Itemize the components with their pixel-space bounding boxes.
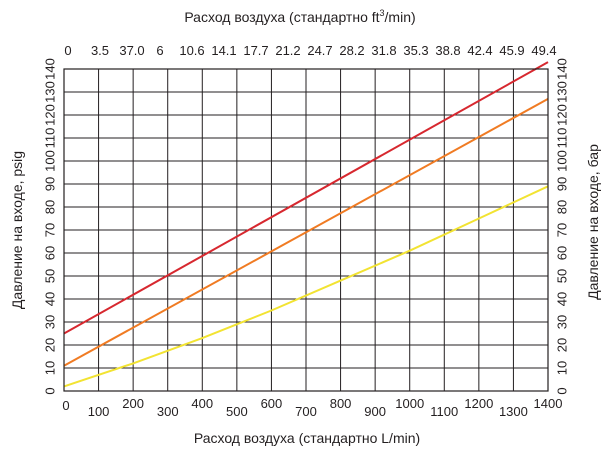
x-tick-label: 100 (88, 404, 110, 419)
x-tick-label: 1300 (499, 404, 528, 419)
left-tick-label: 20 (42, 338, 57, 352)
right-tick-label: 20 (554, 338, 569, 352)
x-tick-label: 1000 (395, 396, 424, 411)
x-tick-label: 1200 (464, 396, 493, 411)
left-tick-label: 30 (42, 315, 57, 329)
right-axis-title: Давление на входе, бар (585, 144, 601, 300)
top-tick-label: 35.3 (403, 43, 428, 58)
grid (64, 69, 548, 391)
x-tick-label: 400 (191, 396, 213, 411)
top-tick-label: 0 (64, 43, 71, 58)
top-axis-title-suffix: /min) (385, 9, 416, 25)
top-tick-label: 3.5 (91, 43, 109, 58)
left-tick-label: 100 (42, 150, 57, 172)
right-tick-label: 130 (554, 81, 569, 103)
top-tick-label: 17.7 (243, 43, 268, 58)
top-tick-label: 10.6 (179, 43, 204, 58)
series-line-1 (63, 61, 549, 335)
top-tick-label: 45.9 (499, 43, 524, 58)
right-tick-label: 60 (554, 246, 569, 260)
right-tick-label: 10 (554, 361, 569, 375)
right-tick-label: 80 (554, 200, 569, 214)
bottom-axis-title: Расход воздуха (стандартно L/min) (194, 430, 420, 446)
tick-labels: 0 100200300400500600700800900100011001200… (42, 43, 569, 419)
series-line-2 (63, 98, 549, 367)
top-tick-label: 42.4 (467, 43, 492, 58)
right-tick-label: 90 (554, 177, 569, 191)
left-tick-label: 140 (42, 58, 57, 80)
left-tick-label: 90 (42, 177, 57, 191)
top-tick-label: 31.8 (371, 43, 396, 58)
x-tick-label: 0 (62, 398, 69, 413)
top-tick-label: 14.1 (211, 43, 236, 58)
x-tick-label: 900 (364, 404, 386, 419)
x-tick-label: 1400 (534, 396, 563, 411)
series-group (63, 61, 549, 388)
top-tick-label: 28.2 (339, 43, 364, 58)
left-tick-label: 40 (42, 292, 57, 306)
x-tick-label: 200 (122, 396, 144, 411)
left-tick-label: 10 (42, 361, 57, 375)
left-tick-label: 70 (42, 223, 57, 237)
left-tick-label: 130 (42, 81, 57, 103)
right-tick-label: 50 (554, 269, 569, 283)
right-tick-label: 120 (554, 104, 569, 126)
top-tick-label: 6 (156, 43, 163, 58)
top-tick-label: 24.7 (307, 43, 332, 58)
left-axis-title: Давление на входе, psig (9, 151, 25, 309)
right-tick-label: 0 (554, 387, 569, 394)
left-tick-label: 50 (42, 269, 57, 283)
left-tick-label: 110 (42, 128, 57, 149)
top-axis-title-sup: 3 (380, 8, 385, 18)
left-tick-label: 0 (42, 387, 57, 394)
series-line-3 (63, 185, 549, 388)
x-tick-label: 700 (295, 404, 317, 419)
top-tick-label: 49.4 (531, 43, 556, 58)
top-tick-label: 37.0 (119, 43, 144, 58)
plot-frame (63, 68, 549, 392)
left-tick-label: 120 (42, 104, 57, 126)
x-tick-label: 800 (330, 396, 352, 411)
right-tick-label: 140 (554, 58, 569, 80)
x-tick-label: 300 (157, 404, 179, 419)
right-tick-label: 70 (554, 223, 569, 237)
left-tick-label: 60 (42, 246, 57, 260)
left-tick-label: 80 (42, 200, 57, 214)
right-tick-label: 100 (554, 150, 569, 172)
x-tick-label: 500 (226, 404, 248, 419)
top-tick-label: 38.8 (435, 43, 460, 58)
top-tick-label: 21.2 (275, 43, 300, 58)
top-axis-title: Расход воздуха (стандартно ft3/min) (184, 8, 415, 25)
x-tick-label: 600 (261, 396, 283, 411)
x-tick-label: 1100 (430, 404, 458, 419)
right-tick-label: 30 (554, 315, 569, 329)
right-tick-label: 110 (554, 128, 569, 149)
right-tick-label: 40 (554, 292, 569, 306)
